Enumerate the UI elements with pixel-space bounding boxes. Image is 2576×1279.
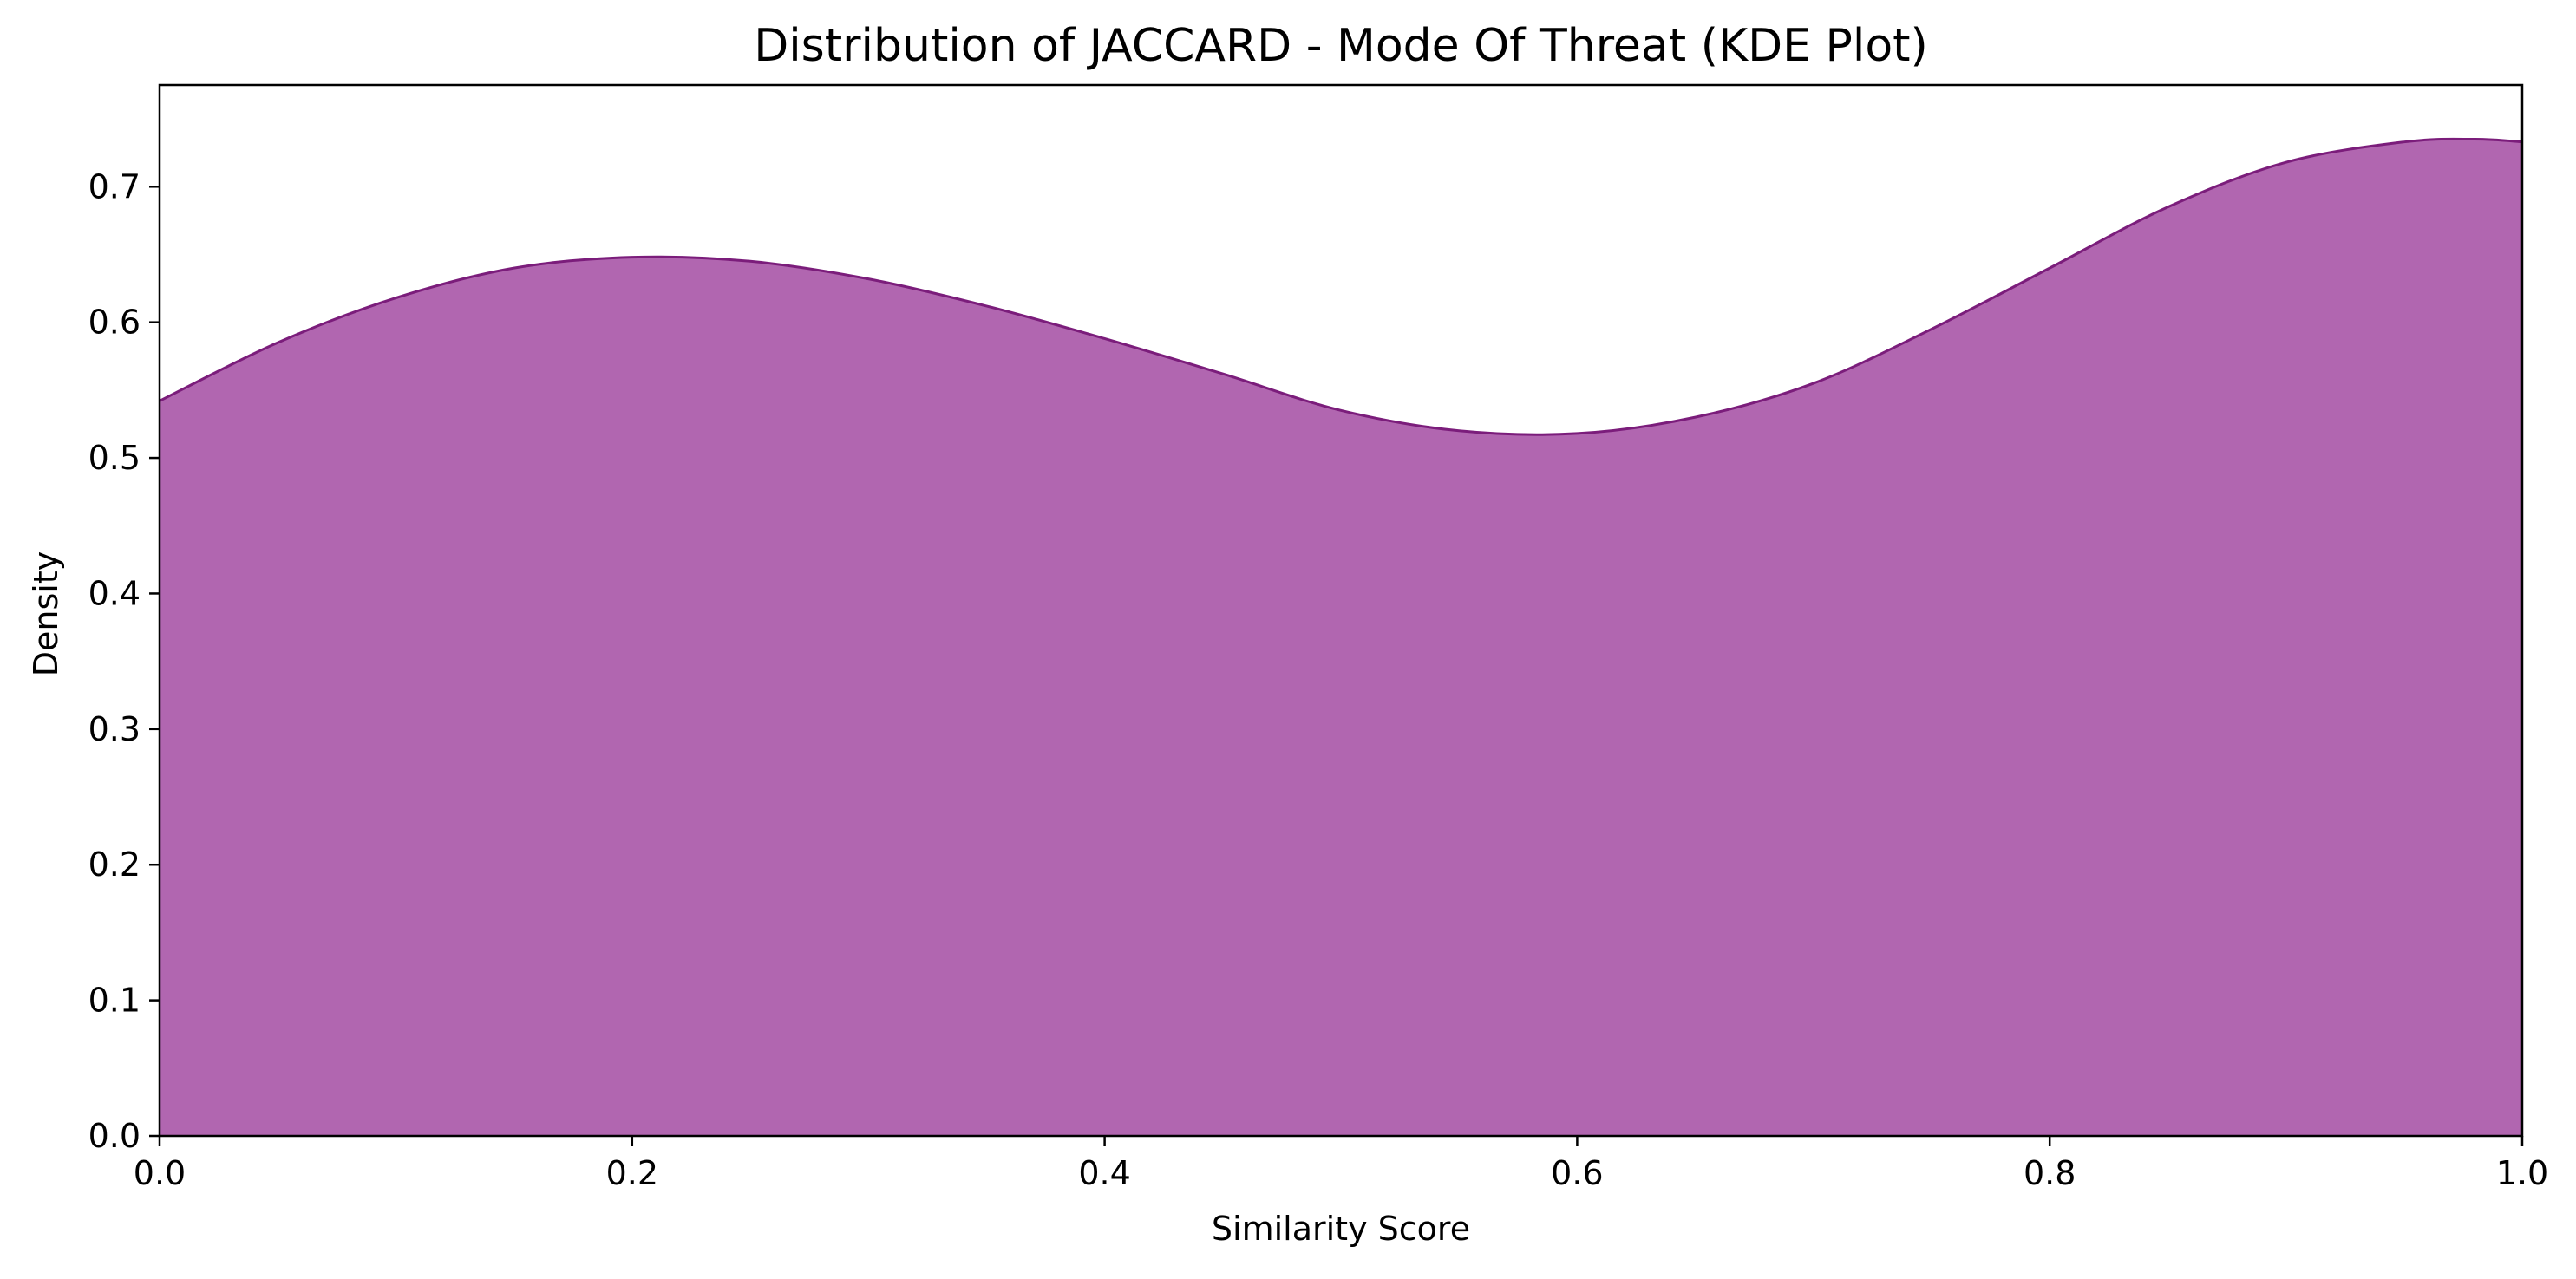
y-tick-label: 0.6 bbox=[88, 303, 141, 342]
y-tick-label: 0.4 bbox=[88, 574, 141, 612]
x-tick-label: 0.0 bbox=[134, 1154, 186, 1192]
y-tick-label: 0.3 bbox=[88, 710, 141, 748]
plot-area bbox=[159, 137, 2523, 1136]
kde-area-fill bbox=[160, 139, 2522, 1136]
axes-frame bbox=[158, 83, 2524, 1138]
x-tick-label: 1.0 bbox=[2496, 1154, 2548, 1192]
y-tick-label: 0.1 bbox=[88, 982, 141, 1020]
chart-title: Distribution of JACCARD - Mode Of Threat… bbox=[754, 20, 1928, 72]
x-tick-label: 0.6 bbox=[1551, 1154, 1603, 1192]
axes: 0.0 0.2 0.4 0.6 0.8 1.0 0.0 0.1 0.2 0.3 0.4 0.5 0.6 0… bbox=[88, 83, 2548, 1192]
x-axis-label: Similarity Score bbox=[1212, 1210, 1470, 1248]
x-tick-label: 0.4 bbox=[1078, 1154, 1130, 1192]
y-axis-label: Density bbox=[27, 551, 65, 676]
y-tick-label: 0.7 bbox=[88, 167, 141, 206]
x-tick-label: 0.2 bbox=[606, 1154, 658, 1192]
kde-density-line bbox=[159, 137, 2523, 436]
y-tick-label: 0.0 bbox=[88, 1117, 141, 1155]
y-tick-label: 0.5 bbox=[88, 439, 141, 477]
x-tick-label: 0.8 bbox=[2024, 1154, 2076, 1192]
y-tick-label: 0.2 bbox=[88, 845, 141, 884]
